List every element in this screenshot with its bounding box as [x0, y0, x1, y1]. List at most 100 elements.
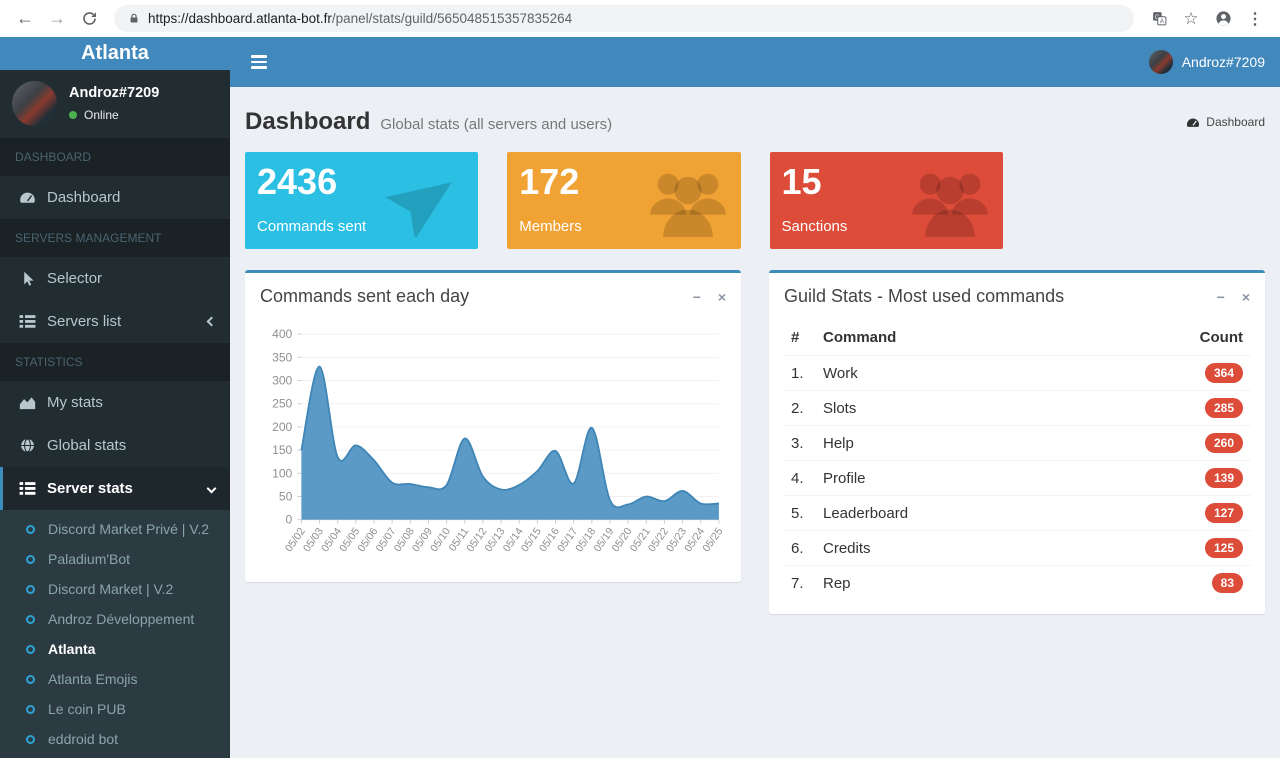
svg-text:0: 0	[286, 513, 293, 527]
collapse-icon[interactable]: −	[692, 288, 701, 305]
url-host: https://dashboard.atlanta-bot.fr	[148, 11, 332, 26]
svg-text:A: A	[1159, 18, 1164, 25]
sidebar-item-label: Global stats	[47, 437, 127, 454]
chart-body: 0 50 100 150 200 250 300 350 400 05/02 05/03 05/04 0…	[245, 316, 741, 582]
row-command: Help	[815, 425, 1187, 461]
sidebar-section-servers-management: SERVERS MANAGEMENT	[0, 219, 230, 257]
sidebar-item-my-stats[interactable]: My stats	[0, 381, 230, 424]
circle-icon	[26, 614, 35, 624]
browser-menu-icon[interactable]: ⋮	[1240, 4, 1270, 34]
svg-text:200: 200	[272, 420, 292, 434]
server-item-paladium-bot[interactable]: Paladium'Bot	[0, 544, 230, 574]
server-item-discord-market-v-2[interactable]: Discord Market | V.2	[0, 574, 230, 604]
stat-card-sanctions: 15 Sanctions	[769, 152, 1003, 249]
stat-label: Commands sent	[257, 218, 367, 235]
breadcrumb-label: Dashboard	[1206, 115, 1265, 129]
sidebar-item-server-stats[interactable]: Server stats	[0, 467, 230, 510]
browser-reload-icon[interactable]	[74, 4, 104, 34]
main-area: Androz#7209 Dashboard Global stats (all …	[230, 37, 1280, 758]
table-panel: Guild Stats - Most used commands − × # Co…	[769, 270, 1265, 614]
row-rank: 5.	[783, 495, 815, 531]
cursor-icon	[18, 271, 36, 286]
svg-text:05/10: 05/10	[428, 526, 453, 555]
commands-table: # Command Count 1. Work 364 2. Slots 285 3. Help 2…	[783, 320, 1251, 600]
server-item-discord-market-priv-v-2[interactable]: Discord Market Privé | V.2	[0, 514, 230, 544]
stat-label: Members	[519, 218, 582, 235]
sidebar-item-label: Servers list	[47, 313, 122, 330]
count-badge: 139	[1204, 468, 1243, 488]
sidebar: Atlanta Androz#7209 Online DASHBOARD Dash…	[0, 37, 230, 758]
sidebar-item-servers-list[interactable]: Servers list	[0, 300, 230, 343]
server-item-label: Le coin PUB	[48, 701, 126, 717]
stat-value: 172	[519, 161, 580, 202]
stat-label: Sanctions	[781, 218, 848, 235]
online-status-dot	[69, 111, 77, 119]
sidebar-item-global-stats[interactable]: Global stats	[0, 424, 230, 467]
server-item-label: Atlanta Emojis	[48, 671, 138, 687]
server-item-label: Paladium'Bot	[48, 551, 131, 567]
sidebar-section-dashboard: DASHBOARD	[0, 138, 230, 176]
navbar-user-name: Androz#7209	[1181, 54, 1265, 70]
close-icon[interactable]: ×	[1241, 288, 1250, 305]
stat-card-commands-sent: 2436 Commands sent	[245, 152, 479, 249]
table-row-help: 3. Help 260	[783, 425, 1251, 461]
circle-icon	[26, 674, 35, 684]
hamburger-menu-icon[interactable]	[245, 49, 273, 74]
table-row-rep: 7. Rep 83	[783, 566, 1251, 601]
browser-profile-avatar[interactable]	[1208, 4, 1238, 34]
circle-icon	[26, 584, 35, 594]
address-bar[interactable]: https://dashboard.atlanta-bot.fr/panel/s…	[114, 5, 1134, 32]
server-item-atlanta-emojis[interactable]: Atlanta Emojis	[0, 664, 230, 694]
svg-text:05/25: 05/25	[700, 526, 725, 555]
stat-card-members: 172 Members	[507, 152, 741, 249]
page-subtitle: Global stats (all servers and users)	[380, 116, 613, 133]
circle-icon	[26, 734, 35, 744]
col-command: Command	[815, 320, 1187, 356]
collapse-icon[interactable]: −	[1216, 288, 1225, 305]
sidebar-item-selector[interactable]: Selector	[0, 257, 230, 300]
server-item-androz-d-veloppement[interactable]: Androz Développement	[0, 604, 230, 634]
close-icon[interactable]: ×	[717, 288, 726, 305]
browser-toolbar: ← → https://dashboard.atlanta-bot.fr/pan…	[0, 0, 1280, 37]
brand-logo[interactable]: Atlanta	[0, 37, 230, 70]
paper-plane-icon	[382, 165, 468, 242]
svg-text:250: 250	[272, 397, 292, 411]
row-rank: 3.	[783, 425, 815, 461]
count-badge: 125	[1204, 538, 1243, 558]
table-row-leaderboard: 5. Leaderboard 127	[783, 495, 1251, 531]
sidebar-item-dashboard[interactable]: Dashboard	[0, 176, 230, 219]
bookmark-star-icon[interactable]: ☆	[1176, 4, 1206, 34]
svg-text:50: 50	[279, 490, 293, 504]
commands-chart: 05010015020025030035040005/0205/0305/040…	[272, 327, 725, 555]
svg-text:400: 400	[272, 327, 292, 341]
table-row-credits: 6. Credits 125	[783, 530, 1251, 566]
server-item-label: Discord Market | V.2	[48, 581, 174, 597]
server-item-eddroid-bot[interactable]: eddroid bot	[0, 724, 230, 754]
chevron-down-icon	[206, 483, 217, 494]
count-badge: 260	[1204, 433, 1243, 453]
navbar-user-menu[interactable]: Androz#7209	[1148, 50, 1265, 74]
row-command: Rep	[823, 574, 851, 592]
server-item-atlanta[interactable]: Atlanta	[0, 634, 230, 664]
breadcrumb[interactable]: Dashboard	[1186, 115, 1265, 129]
sidebar-item-label: Selector	[47, 270, 103, 287]
server-stats-submenu: Discord Market Privé | V.2 Paladium'Bot Di…	[0, 510, 230, 758]
sidebar-section-statistics: STATISTICS	[0, 343, 230, 381]
row-command: Work	[815, 355, 1187, 391]
table-panel-title: Guild Stats - Most used commands	[784, 286, 1065, 306]
url-text: https://dashboard.atlanta-bot.fr/panel/s…	[148, 11, 572, 26]
chevron-left-icon	[206, 316, 217, 327]
users-icon	[907, 165, 993, 242]
translate-icon[interactable]: G A	[1144, 4, 1174, 34]
sidebar-menu: DASHBOARD Dashboard SERVERS MANAGEMENT Sele…	[0, 138, 230, 758]
svg-text:150: 150	[272, 443, 292, 457]
content-header: Dashboard Global stats (all servers and …	[245, 100, 1265, 152]
server-item-label: Androz Développement	[48, 611, 195, 627]
server-item-label: eddroid bot	[48, 731, 119, 747]
user-avatar	[12, 81, 57, 126]
browser-forward-icon[interactable]: →	[42, 4, 72, 34]
server-item-le-coin-pub[interactable]: Le coin PUB	[0, 694, 230, 724]
chart-panel-title: Commands sent each day	[260, 286, 470, 306]
browser-back-icon[interactable]: ←	[10, 4, 40, 34]
circle-icon	[26, 644, 35, 654]
